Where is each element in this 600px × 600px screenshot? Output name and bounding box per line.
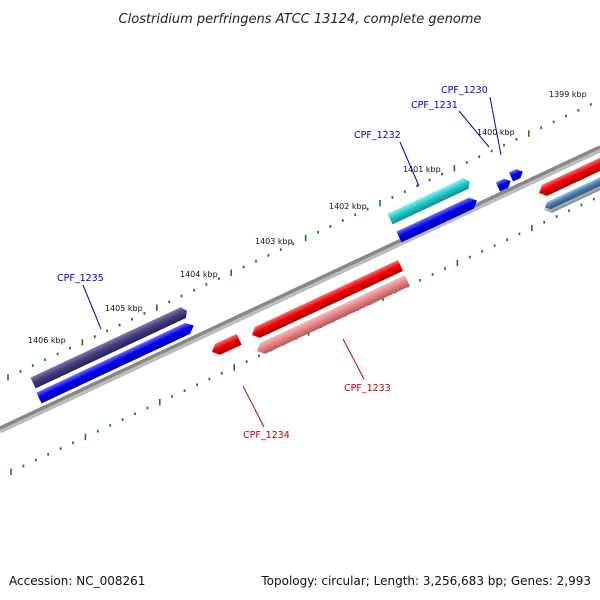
gene-label-cpf-1234[interactable]: CPF_1234 bbox=[243, 430, 290, 441]
tick-label-1401: 1401 kbp bbox=[403, 165, 441, 174]
genome-backbone-shadow bbox=[0, 147, 600, 434]
cog-feature-cpf-1235 bbox=[30, 307, 187, 389]
map-title: Clostridium perfringens ATCC 13124, comp… bbox=[119, 12, 482, 27]
reverse-strand-genes bbox=[209, 153, 600, 358]
tick-label-1404: 1404 kbp bbox=[180, 270, 218, 279]
genome-backbone bbox=[0, 145, 600, 430]
gene-cpf-1235[interactable] bbox=[36, 320, 196, 404]
genome-summary-text: Topology: circular; Length: 3,256,683 bp… bbox=[261, 574, 591, 588]
cog-feature-cpf-1233 bbox=[257, 275, 410, 354]
gene-label-cpf-1232[interactable]: CPF_1232 bbox=[354, 130, 401, 141]
gene-label-cpf-1230[interactable]: CPF_1230 bbox=[441, 85, 488, 96]
forward-strand-genes bbox=[36, 167, 525, 404]
tick-label-1406: 1406 kbp bbox=[28, 336, 66, 345]
gene-cpf-1231[interactable] bbox=[495, 177, 513, 192]
gene-reverse-partial-right[interactable] bbox=[536, 153, 600, 199]
tick-marks-outer bbox=[7, 103, 592, 381]
leader-cpf-1235 bbox=[82, 284, 102, 330]
tick-labels: 1399 kbp 1400 kbp 1401 kbp 1402 kbp 1403… bbox=[28, 90, 587, 345]
gene-cpf-1232[interactable] bbox=[396, 195, 479, 243]
tick-label-1403: 1403 kbp bbox=[255, 237, 293, 246]
gene-label-cpf-1235[interactable]: CPF_1235 bbox=[57, 273, 104, 284]
tick-label-1399: 1399 kbp bbox=[549, 90, 587, 99]
tick-label-1405: 1405 kbp bbox=[105, 304, 143, 313]
gene-label-cpf-1233[interactable]: CPF_1233 bbox=[344, 383, 391, 394]
gene-labels: CPF_1230 CPF_1231 CPF_1232 CPF_1233 CPF_… bbox=[57, 85, 488, 441]
accession-text: Accession: NC_008261 bbox=[9, 574, 146, 588]
gene-cpf-1230[interactable] bbox=[508, 167, 525, 182]
cog-feature-cpf-1232 bbox=[387, 177, 470, 225]
gene-cpf-1233[interactable] bbox=[249, 259, 404, 340]
tick-marks-inner bbox=[10, 197, 595, 476]
cog-ring-reverse bbox=[257, 170, 600, 354]
leader-cpf-1231 bbox=[458, 110, 490, 148]
cog-ring-forward bbox=[30, 177, 470, 389]
label-leaders bbox=[82, 96, 502, 428]
tick-label-1402: 1402 kbp bbox=[329, 202, 367, 211]
leader-cpf-1234 bbox=[242, 385, 265, 428]
cog-feature-partial-right bbox=[544, 170, 600, 213]
leader-cpf-1232 bbox=[399, 141, 420, 187]
leader-cpf-1230 bbox=[489, 96, 502, 156]
gene-cpf-1234[interactable] bbox=[209, 333, 242, 358]
gene-label-cpf-1231[interactable]: CPF_1231 bbox=[411, 100, 458, 111]
tick-label-1400: 1400 kbp bbox=[477, 128, 515, 137]
leader-cpf-1233 bbox=[342, 338, 365, 380]
